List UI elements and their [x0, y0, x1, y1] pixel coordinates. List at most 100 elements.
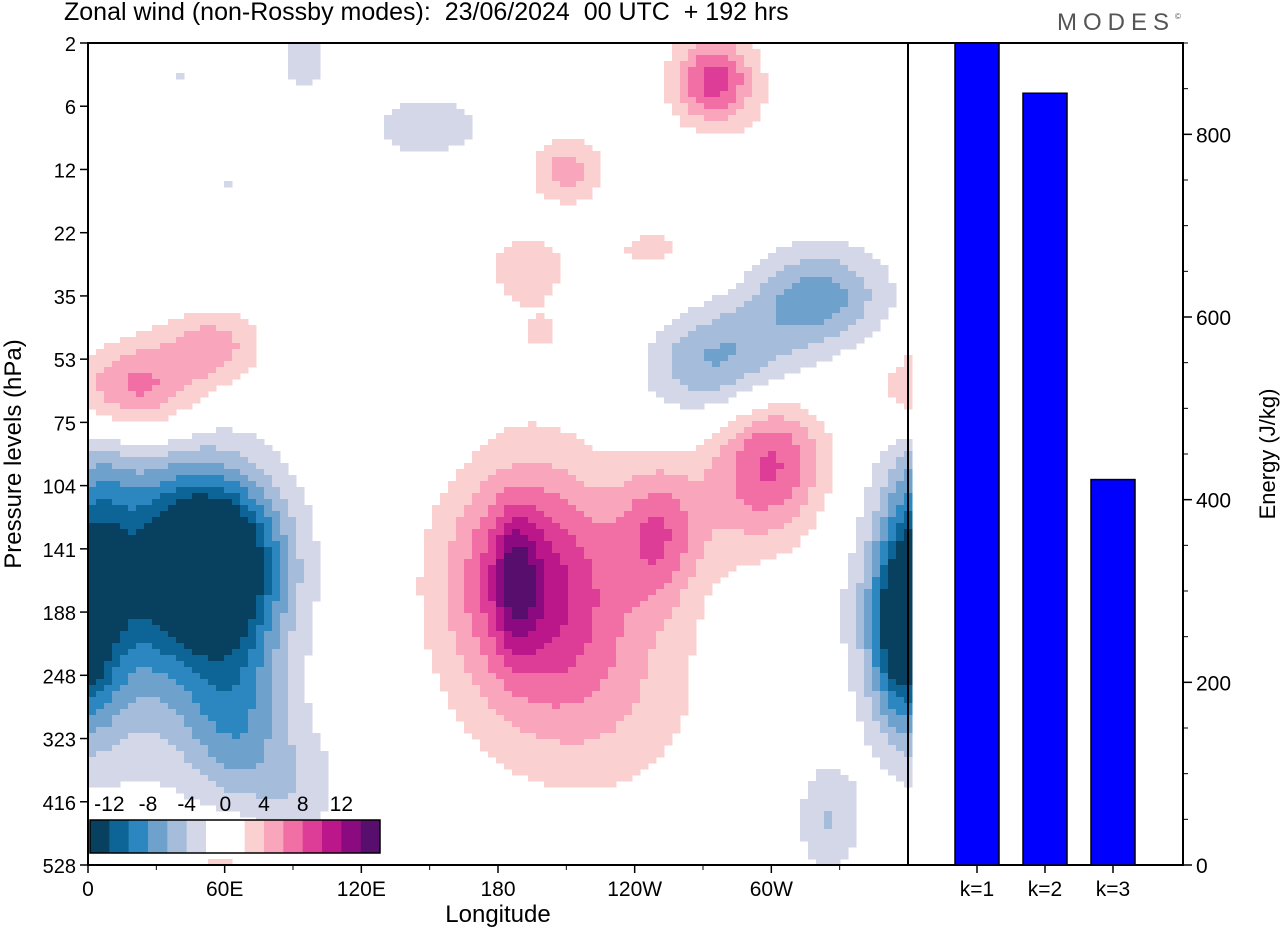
heat-cell [112, 733, 121, 740]
heat-cell [592, 667, 601, 674]
heat-cell [240, 589, 249, 596]
heat-cell [656, 517, 665, 524]
heat-cell [728, 85, 737, 92]
heat-cell [312, 595, 321, 602]
heat-cell [720, 559, 729, 566]
heat-cell [168, 319, 177, 326]
heat-cell [584, 523, 593, 530]
heat-cell [648, 577, 657, 584]
heat-cell [528, 613, 537, 620]
heat-cell [680, 709, 689, 716]
heat-cell [520, 595, 529, 602]
heat-cell [880, 295, 889, 302]
heat-cell [560, 673, 569, 680]
heat-cell [216, 373, 225, 380]
heat-cell [544, 637, 553, 644]
heat-cell [224, 481, 233, 488]
heat-cell [88, 583, 97, 590]
heat-cell [192, 475, 201, 482]
heat-cell [176, 649, 185, 656]
heat-cell [520, 289, 529, 296]
heat-cell [208, 373, 217, 380]
heat-cell [776, 487, 785, 494]
heat-cell [560, 661, 569, 668]
heat-cell [672, 49, 681, 56]
heat-cell [664, 715, 673, 722]
heat-cell [520, 649, 529, 656]
heat-cell [624, 529, 633, 536]
heat-cell [464, 679, 473, 686]
heat-cell [536, 331, 545, 338]
heat-cell [808, 427, 817, 434]
heat-cell [232, 733, 241, 740]
heat-cell [192, 583, 201, 590]
heat-cell [216, 325, 225, 332]
heat-cell [264, 595, 273, 602]
heat-cell [104, 733, 113, 740]
heat-cell [200, 541, 209, 548]
heat-cell [168, 361, 177, 368]
heat-cell [536, 313, 545, 320]
heat-cell [608, 463, 617, 470]
heat-cell [888, 301, 897, 308]
heat-cell [648, 343, 657, 350]
heat-cell [800, 313, 809, 320]
heat-cell [184, 385, 193, 392]
heat-cell [880, 313, 889, 320]
heat-cell [728, 307, 737, 314]
heat-cell [736, 553, 745, 560]
heat-cell [184, 607, 193, 614]
heat-cell [552, 703, 561, 710]
heat-cell [576, 625, 585, 632]
heat-cell [584, 577, 593, 584]
heat-cell [264, 445, 273, 452]
heat-cell [568, 685, 577, 692]
heat-cell [544, 247, 553, 254]
heat-cell [752, 49, 761, 56]
heat-cell [848, 673, 857, 680]
heat-cell [728, 373, 737, 380]
heat-cell [288, 55, 297, 62]
heat-cell [608, 661, 617, 668]
heat-cell [296, 577, 305, 584]
heat-cell [760, 439, 769, 446]
heat-cell [184, 691, 193, 698]
heat-cell [720, 79, 729, 86]
heat-cell [608, 697, 617, 704]
heat-cell [600, 547, 609, 554]
heat-cell [96, 739, 105, 746]
heat-cell [720, 331, 729, 338]
heat-cell [704, 109, 713, 116]
heat-cell [552, 631, 561, 638]
heat-cell [216, 571, 225, 578]
heat-cell [696, 319, 705, 326]
heat-cell [880, 541, 889, 548]
heat-cell [120, 703, 129, 710]
heat-cell [536, 511, 545, 518]
heat-cell [248, 565, 257, 572]
heat-cell [296, 721, 305, 728]
heat-cell [160, 493, 169, 500]
heat-cell [184, 553, 193, 560]
heat-cell [464, 697, 473, 704]
heat-cell [600, 637, 609, 644]
heat-cell [544, 595, 553, 602]
heat-cell [872, 691, 881, 698]
heat-cell [888, 391, 897, 398]
heat-cell [432, 109, 441, 116]
heat-cell [456, 697, 465, 704]
heat-cell [528, 241, 537, 248]
heat-cell [184, 583, 193, 590]
heat-cell [584, 565, 593, 572]
heat-cell [312, 547, 321, 554]
heat-cell [128, 733, 137, 740]
heat-cell [112, 571, 121, 578]
heat-cell [464, 661, 473, 668]
heat-cell [112, 673, 121, 680]
heat-cell [608, 493, 617, 500]
heat-cell [760, 367, 769, 374]
heat-cell [752, 499, 761, 506]
heat-cell [552, 145, 561, 152]
heat-cell [248, 445, 257, 452]
heat-cell [248, 517, 257, 524]
